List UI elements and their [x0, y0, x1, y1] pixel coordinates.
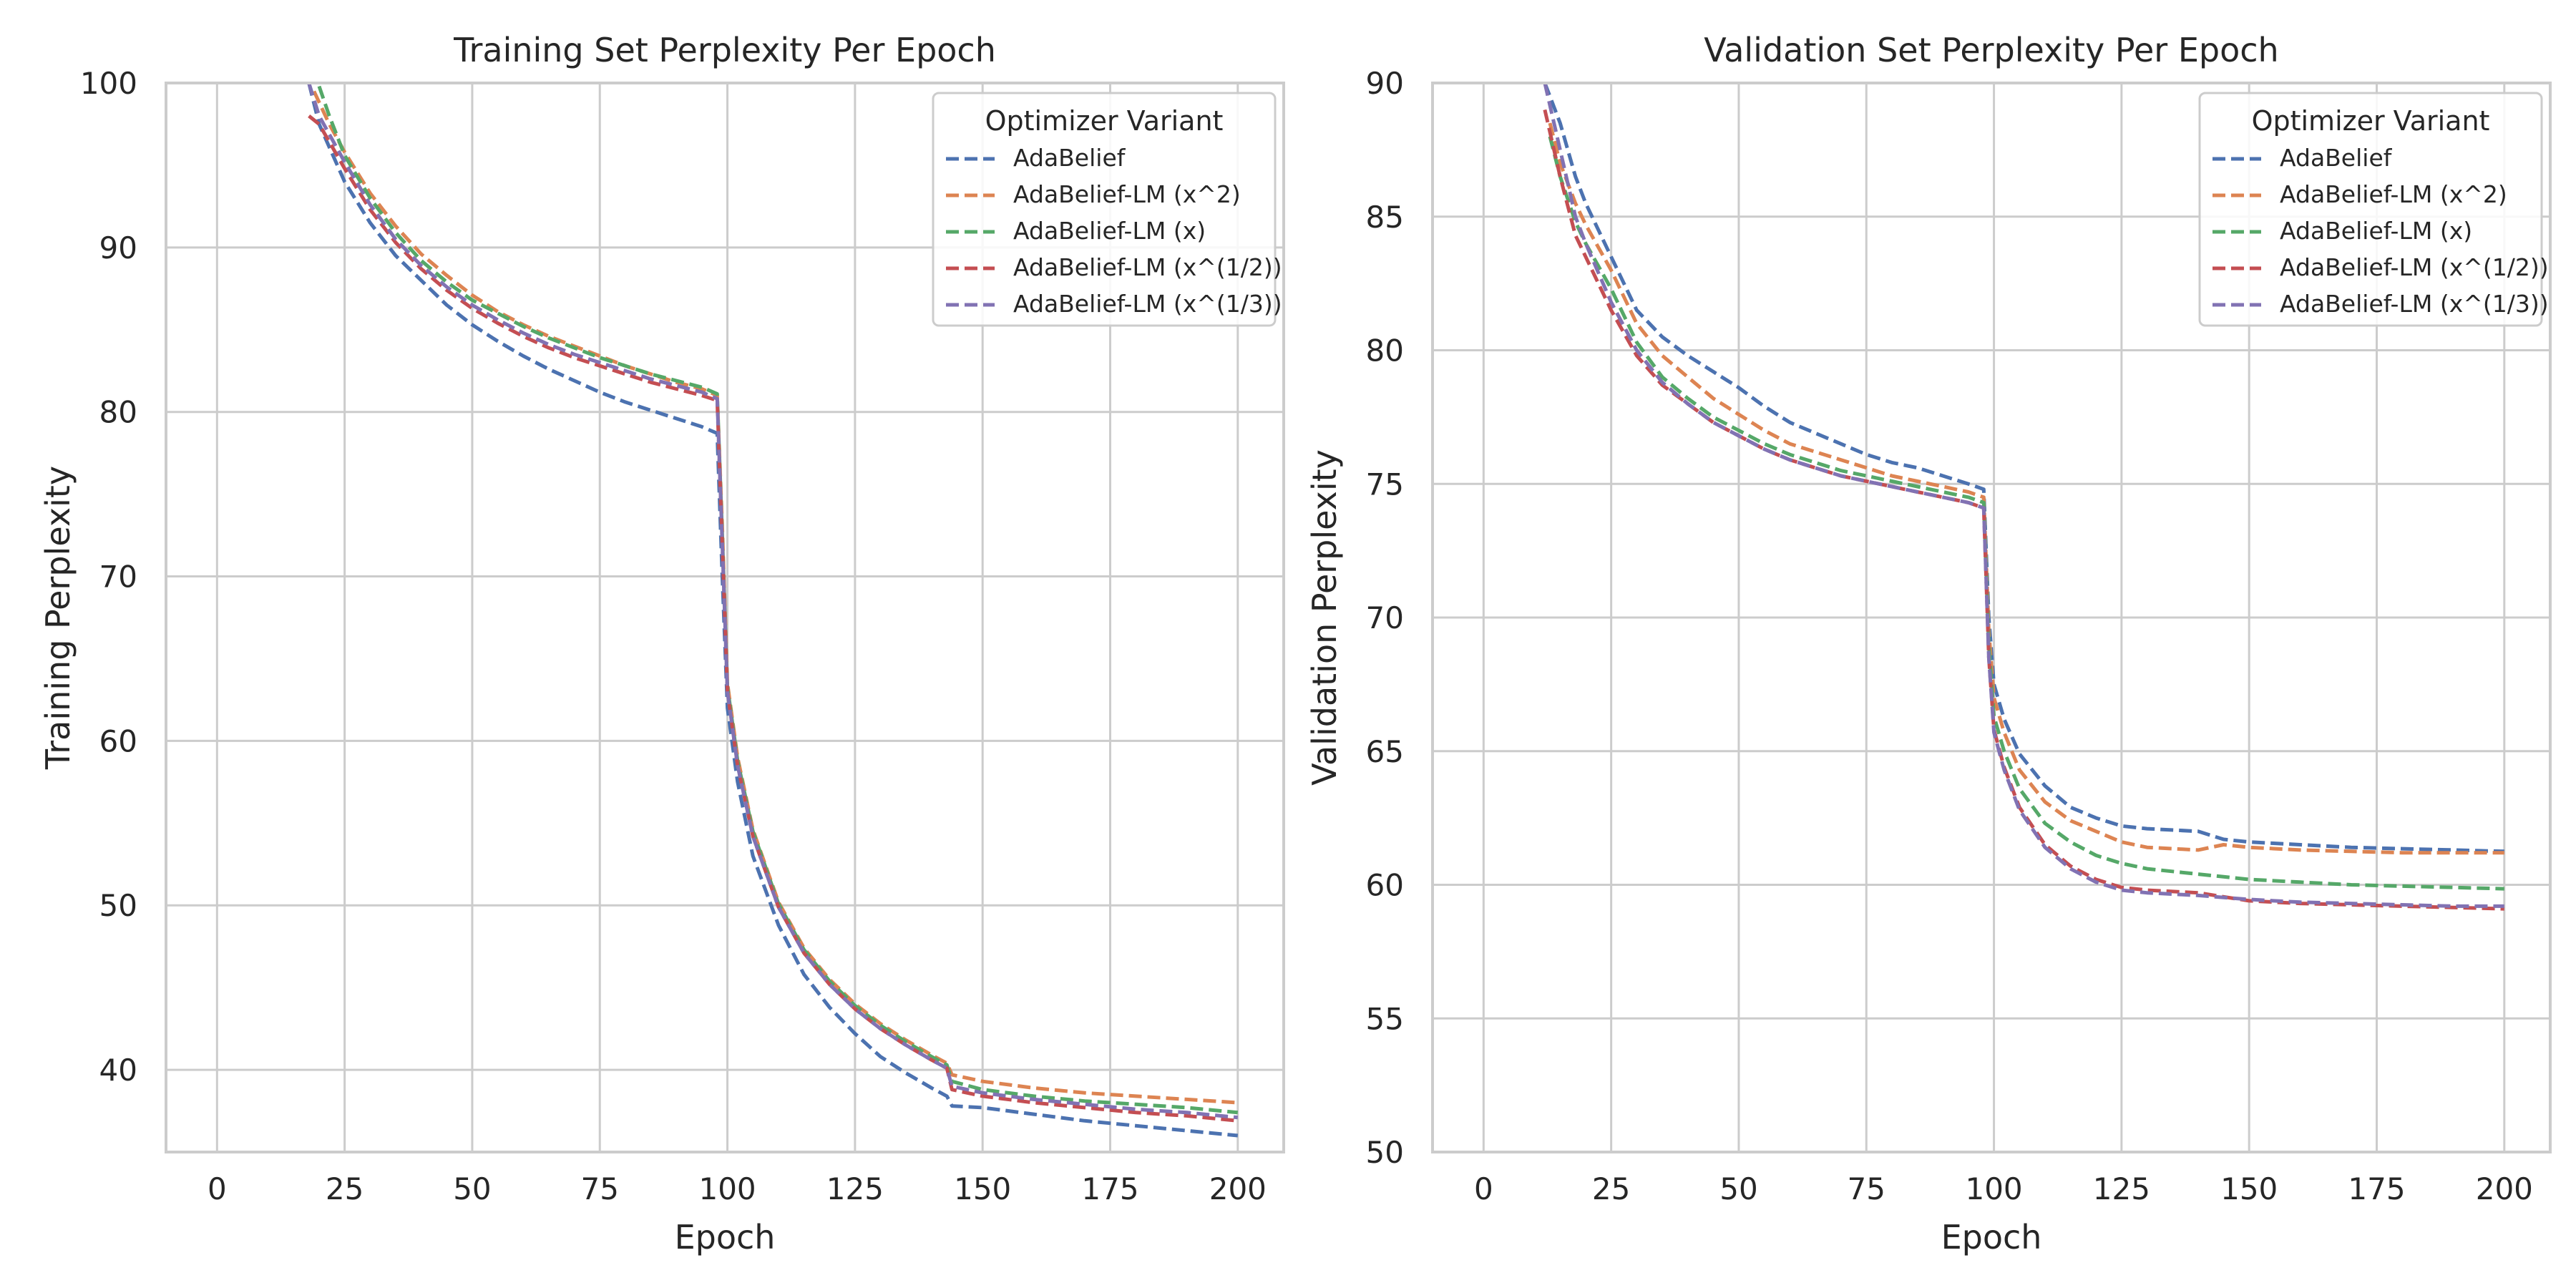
x-tick-labels: 0 25 50 75 100 125 150 175 200: [208, 1171, 1267, 1206]
x-tick-label: 175: [1081, 1171, 1138, 1206]
series-line-5: [1543, 82, 2504, 908]
series-line-5: [307, 82, 1239, 1120]
legend-box: [932, 92, 1277, 327]
y-tick-label: 50: [99, 888, 137, 923]
legend-box: [2198, 92, 2543, 327]
legend: Optimizer Variant AdaBelief AdaBelief-LM (…: [2198, 92, 2549, 327]
chart-title: Training Set Perplexity Per Epoch: [453, 31, 996, 69]
legend-title: Optimizer Variant: [985, 105, 1224, 137]
y-tick-label: 55: [1366, 1001, 1404, 1036]
x-tick-labels: 0 25 50 75 100 125 150 175 200: [1474, 1171, 2533, 1206]
plot-frame: [165, 82, 1285, 1153]
y-tick-label: 80: [99, 395, 137, 430]
series-line-3: [1548, 136, 2504, 891]
y-tick-labels: 40 50 60 70 80 90 100: [80, 66, 137, 1088]
plot-frame: [1431, 82, 2552, 1153]
y-axis-label: Training Perplexity: [39, 466, 77, 770]
x-tick-label: 50: [1719, 1171, 1757, 1206]
y-tick-label: 100: [80, 66, 137, 101]
x-tick-label: 100: [698, 1171, 756, 1206]
legend-entry-label: AdaBelief-LM (x^(1/2)): [2280, 253, 2549, 281]
x-tick-label: 75: [1848, 1171, 1885, 1206]
x-axis-label: Epoch: [675, 1218, 776, 1257]
y-tick-label: 60: [1366, 868, 1404, 903]
series-line-4: [1543, 109, 2504, 911]
y-tick-labels: 50 55 60 65 70 75 80 85 90: [1366, 66, 1404, 1170]
y-tick-label: 70: [99, 560, 137, 595]
x-tick-label: 25: [1592, 1171, 1630, 1206]
series-line-1: [1543, 82, 2504, 854]
x-tick-label: 150: [2220, 1171, 2278, 1206]
x-tick-label: 75: [581, 1171, 619, 1206]
legend-entry-label: AdaBelief-LM (x^(1/3)): [1013, 290, 1282, 318]
x-tick-label: 125: [2093, 1171, 2150, 1206]
y-tick-label: 80: [1366, 333, 1404, 369]
x-tick-label: 150: [954, 1171, 1011, 1206]
y-tick-label: 85: [1366, 200, 1404, 235]
y-tick-label: 75: [1366, 467, 1404, 502]
y-tick-label: 50: [1366, 1135, 1404, 1170]
x-tick-label: 200: [2476, 1171, 2533, 1206]
x-tick-label: 25: [326, 1171, 364, 1206]
y-axis-label: Validation Perplexity: [1305, 449, 1344, 786]
y-tick-label: 90: [1366, 66, 1404, 101]
x-tick-label: 125: [826, 1171, 884, 1206]
x-tick-label: 200: [1209, 1171, 1267, 1206]
legend-entry-label: AdaBelief: [1013, 144, 1126, 172]
chart-panel-1: 0 25 50 75 100 125 150 175 200 40 50 60 70 80 90 100 Tra…: [39, 31, 1285, 1257]
legend-entry-label: AdaBelief: [2280, 144, 2393, 172]
y-tick-label: 70: [1366, 600, 1404, 635]
x-tick-label: 0: [208, 1171, 227, 1206]
chart-title: Validation Set Perplexity Per Epoch: [1704, 31, 2278, 69]
legend-title: Optimizer Variant: [2252, 105, 2490, 137]
legend-entry-label: AdaBelief-LM (x^2): [1013, 180, 1241, 208]
chart-panel-2: 0 25 50 75 100 125 150 175 200 50 55 60 65 70 75 80 85 90…: [1305, 31, 2552, 1257]
legend-entry-label: AdaBelief-LM (x^2): [2280, 180, 2507, 208]
x-tick-label: 0: [1474, 1171, 1493, 1206]
y-tick-label: 65: [1366, 734, 1404, 769]
legend-entry-label: AdaBelief-LM (x^(1/3)): [2280, 290, 2549, 318]
x-tick-label: 50: [453, 1171, 491, 1206]
legend-entry-label: AdaBelief-LM (x): [1013, 217, 1206, 245]
x-tick-label: 175: [2348, 1171, 2405, 1206]
series-lines: [1543, 82, 2504, 911]
legend-entry-label: AdaBelief-LM (x^(1/2)): [1013, 253, 1282, 281]
series-line-2: [1548, 122, 2504, 855]
y-tick-label: 90: [99, 230, 137, 265]
legend: Optimizer Variant AdaBelief AdaBelief-LM (…: [932, 92, 1282, 327]
x-tick-label: 100: [1965, 1171, 2022, 1206]
y-tick-label: 60: [99, 723, 137, 758]
legend-entry-label: AdaBelief-LM (x): [2280, 217, 2472, 245]
series-lines: [307, 82, 1239, 1138]
y-tick-label: 40: [99, 1053, 137, 1088]
x-axis-label: Epoch: [1941, 1218, 2042, 1257]
